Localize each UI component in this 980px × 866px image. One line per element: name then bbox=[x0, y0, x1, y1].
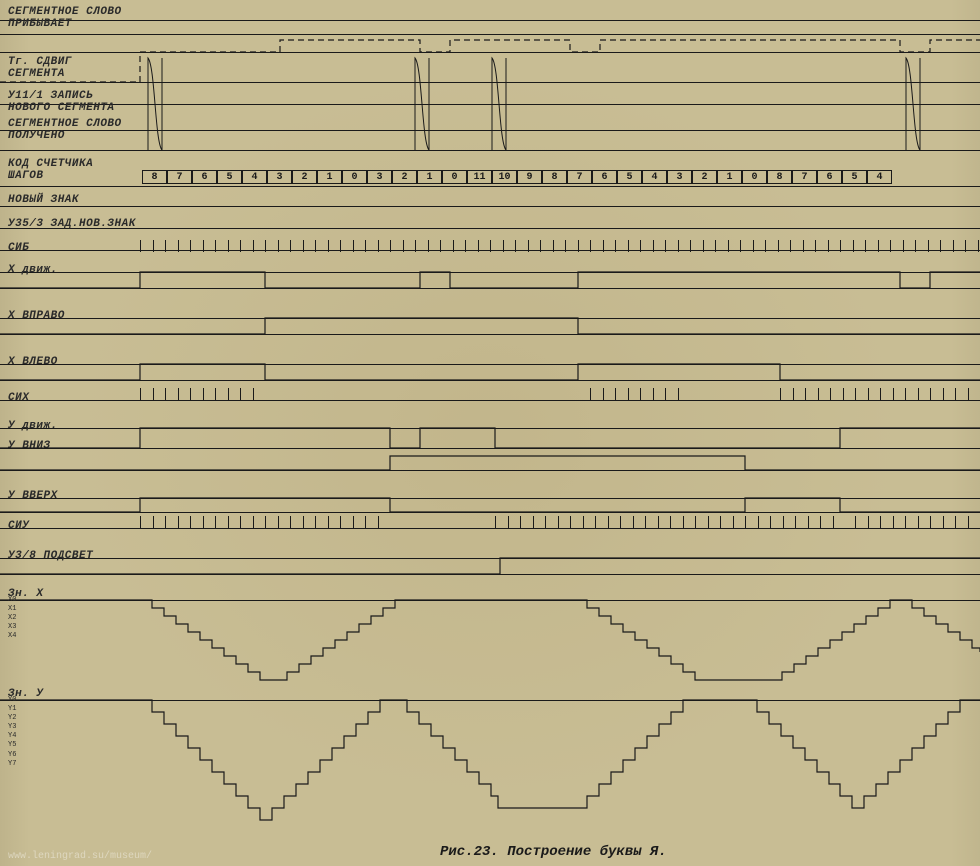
sync-pulse bbox=[492, 58, 506, 150]
sync-pulse bbox=[148, 58, 162, 150]
sync-pulse bbox=[906, 58, 920, 150]
timing-waveforms bbox=[0, 0, 980, 866]
wave-y_move bbox=[0, 428, 980, 448]
axis-labels: Y0Y1Y2Y3Y4Y5Y6Y7 bbox=[8, 696, 16, 769]
wave-zn_x bbox=[0, 600, 980, 680]
watermark: www.leningrad.su/museum/ bbox=[8, 851, 152, 862]
axis-labels: X0X1X2X3X4 bbox=[8, 596, 16, 641]
wave-y_down bbox=[0, 456, 980, 470]
figure-caption: Рис.23. Построение буквы Я. bbox=[440, 844, 667, 860]
wave-zn_y bbox=[0, 700, 980, 820]
wave-x_left bbox=[0, 364, 980, 380]
wave-y_up bbox=[0, 498, 980, 512]
wave-x_move bbox=[0, 272, 980, 288]
wave-tg_shift bbox=[0, 40, 980, 82]
wave-light bbox=[0, 558, 980, 574]
wave-x_right bbox=[0, 318, 980, 334]
sync-pulse bbox=[415, 58, 429, 150]
